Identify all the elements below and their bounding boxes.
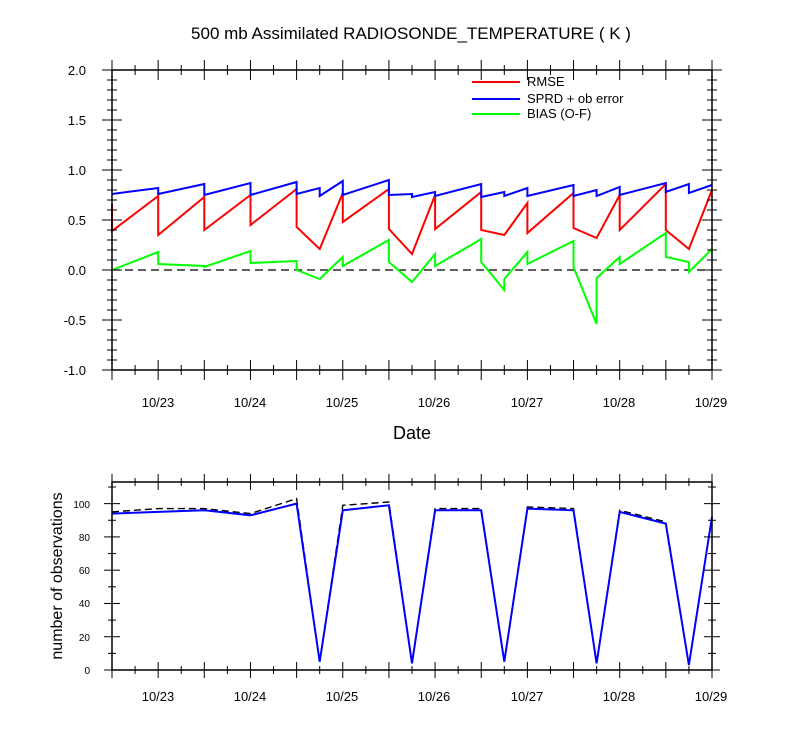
bottom-x-tick-label: 10/26 <box>418 689 451 704</box>
top-chart: 500 mb Assimilated RADIOSONDE_TEMPERATUR… <box>64 24 728 443</box>
legend: RMSE SPRD + ob error BIAS (O-F) <box>472 74 624 121</box>
top-ticks-layer <box>102 60 722 380</box>
top-y-tick-label: 0.5 <box>68 213 86 228</box>
bottom-x-tick-label: 10/28 <box>603 689 636 704</box>
top-x-axis-label: Date <box>393 423 431 443</box>
legend-label-bias: BIAS (O-F) <box>527 106 591 121</box>
bottom-y-tick-labels: 0 20 40 60 80 100 <box>73 500 90 677</box>
top-series-sprd-ob-error <box>111 178 713 199</box>
top-y-tick-label: 1.5 <box>68 113 86 128</box>
top-x-tick-label: 10/26 <box>418 395 451 410</box>
top-series-rmse <box>111 181 713 256</box>
top-plot-frame <box>111 69 713 371</box>
bottom-series-possible <box>111 497 713 666</box>
legend-label-sprd: SPRD + ob error <box>527 91 624 106</box>
bottom-x-tick-label: 10/23 <box>142 689 175 704</box>
top-y-tick-label: 0.0 <box>68 263 86 278</box>
bottom-ticks-layer <box>104 474 720 678</box>
bottom-y-tick-label: 40 <box>79 599 91 610</box>
bottom-series-assimilated <box>111 502 713 666</box>
bottom-y-tick-label: 0 <box>84 666 90 677</box>
top-x-tick-label: 10/23 <box>142 395 175 410</box>
legend-label-rmse: RMSE <box>527 74 565 89</box>
bottom-y-tick-label: 100 <box>73 500 90 511</box>
bottom-y-tick-label: 60 <box>79 566 91 577</box>
bottom-series-layer <box>111 497 713 666</box>
bottom-y-axis-label: number of observations <box>49 492 66 659</box>
bottom-x-tick-label: 10/24 <box>234 689 267 704</box>
top-x-tick-labels: 10/23 10/24 10/25 10/26 10/27 10/28 10/2… <box>142 395 728 410</box>
top-x-tick-label: 10/29 <box>695 395 728 410</box>
top-x-tick-label: 10/25 <box>326 395 359 410</box>
bottom-x-tick-label: 10/29 <box>695 689 728 704</box>
bottom-y-tick-label: 80 <box>79 533 91 544</box>
top-y-tick-label: 1.0 <box>68 163 86 178</box>
bottom-x-tick-label: 10/27 <box>511 689 544 704</box>
top-x-tick-label: 10/27 <box>511 395 544 410</box>
bottom-y-tick-label: 20 <box>79 633 91 644</box>
top-series-layer <box>111 178 713 325</box>
top-y-tick-label: 2.0 <box>68 63 86 78</box>
top-y-tick-label: -0.5 <box>64 313 86 328</box>
top-chart-title: 500 mb Assimilated RADIOSONDE_TEMPERATUR… <box>191 24 631 43</box>
top-y-tick-label: -1.0 <box>64 363 86 378</box>
bottom-chart: 0 20 40 60 80 100 10/23 10/24 10/25 10/2… <box>49 474 727 704</box>
top-x-tick-label: 10/24 <box>234 395 267 410</box>
top-y-tick-labels: 2.0 1.5 1.0 0.5 0.0 -0.5 -1.0 <box>64 63 86 378</box>
bottom-x-tick-labels: 10/23 10/24 10/25 10/26 10/27 10/28 10/2… <box>142 689 728 704</box>
bottom-x-tick-label: 10/25 <box>326 689 359 704</box>
top-x-tick-label: 10/28 <box>603 395 636 410</box>
top-series-bias-o-f <box>111 231 713 325</box>
